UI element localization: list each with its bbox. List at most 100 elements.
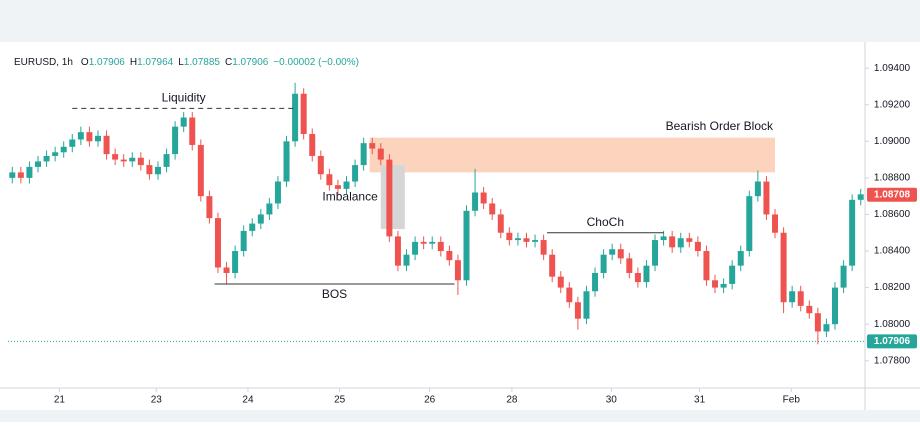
candle-body xyxy=(686,238,693,242)
candle-body xyxy=(9,172,16,178)
candle-body xyxy=(592,272,599,292)
candle-body xyxy=(712,280,719,288)
candle-body xyxy=(26,166,33,178)
candle-body xyxy=(163,154,170,167)
candle-body xyxy=(489,203,496,215)
candle-body xyxy=(514,238,521,241)
candle-body xyxy=(729,265,736,284)
candle-body xyxy=(669,236,676,248)
x-tick-label: Feb xyxy=(783,395,801,406)
field-key: O xyxy=(81,57,89,68)
candle-body xyxy=(197,144,204,197)
candle-body xyxy=(566,287,573,303)
zone xyxy=(380,165,405,230)
candle-body xyxy=(52,152,59,156)
candle-body xyxy=(77,132,84,140)
candle-body xyxy=(214,218,221,268)
candle-body xyxy=(780,232,787,303)
candle-body xyxy=(352,165,359,182)
candle-body xyxy=(112,154,119,160)
candle-body xyxy=(497,214,504,233)
candle-body xyxy=(180,117,187,127)
candle-body xyxy=(557,276,564,288)
candle-body xyxy=(523,238,530,242)
y-tick-label: 1.08400 xyxy=(874,246,911,257)
candle-body xyxy=(429,241,436,244)
candle-body xyxy=(703,251,710,281)
candle-body xyxy=(806,305,813,314)
zone-label: Bearish Order Block xyxy=(666,119,774,133)
candle-body xyxy=(626,258,633,273)
candle-body xyxy=(146,165,153,175)
candle-body xyxy=(454,260,461,281)
x-tick-label: 24 xyxy=(242,395,254,406)
header: EURUSD, 1h O1.07906 H1.07964 L1.07885 C1.079… xyxy=(14,57,359,68)
candle-body xyxy=(94,135,101,142)
candle-body xyxy=(43,155,50,162)
candle-body xyxy=(412,241,419,255)
candle-body xyxy=(754,181,761,197)
candle-body xyxy=(257,214,264,224)
candle-body xyxy=(549,254,556,277)
candle-body xyxy=(574,302,581,319)
candle-body xyxy=(737,251,744,266)
candle-body xyxy=(283,141,290,182)
candle-body xyxy=(746,196,753,252)
candle-body xyxy=(772,214,779,233)
level-label: ChoCh xyxy=(587,215,624,229)
y-tick-label: 1.09200 xyxy=(874,99,911,110)
y-tick-label: 1.08600 xyxy=(874,209,911,220)
candle-body xyxy=(129,157,136,162)
change: −0.00002 (−0.00%) xyxy=(273,57,359,68)
candle-body xyxy=(172,126,179,155)
price-badge xyxy=(867,334,917,349)
candle-body xyxy=(832,287,839,325)
candle-body xyxy=(634,272,641,283)
field-value: 1.07885 xyxy=(184,57,221,68)
y-tick-label: 1.08800 xyxy=(874,173,911,184)
candle-body xyxy=(326,174,333,186)
candle-body xyxy=(317,155,324,175)
candle-body xyxy=(532,240,539,242)
candle-body xyxy=(694,241,701,252)
candle-body xyxy=(137,157,144,166)
candle-body xyxy=(292,93,299,142)
y-tick-label: 1.09000 xyxy=(874,136,911,147)
field-key: C xyxy=(225,57,232,68)
candle-body xyxy=(120,159,127,162)
candle-body xyxy=(789,291,796,303)
candle-body xyxy=(763,181,770,215)
candle-body xyxy=(849,199,856,266)
candle-body xyxy=(69,139,76,147)
candle-body xyxy=(334,185,341,189)
candle-body xyxy=(677,238,684,248)
field-value: 1.07906 xyxy=(89,57,126,68)
candle-body xyxy=(643,265,650,283)
candle-body xyxy=(446,251,453,261)
candle-body xyxy=(369,143,376,149)
y-tick-label: 1.08000 xyxy=(874,319,911,330)
y-tick-label: 1.09400 xyxy=(874,63,911,74)
candle-body xyxy=(823,324,830,332)
symbol: EURUSD, 1h xyxy=(14,57,73,68)
candle-body xyxy=(386,159,393,237)
candle-body xyxy=(480,192,487,204)
x-tick-label: 30 xyxy=(606,395,618,406)
zone-label: Imbalance xyxy=(322,189,378,203)
candle-body xyxy=(60,146,67,153)
field-key: L xyxy=(178,57,184,68)
candle-body xyxy=(154,166,161,175)
candle-body xyxy=(223,267,230,273)
candle-body xyxy=(797,291,804,306)
header-text: EURUSD, 1h O1.07906 H1.07964 L1.07885 C1.079… xyxy=(14,57,359,68)
field-value: 1.07906 xyxy=(232,57,269,68)
x-tick-label: 21 xyxy=(54,395,66,406)
y-tick-label: 1.08200 xyxy=(874,282,911,293)
level-label: BOS xyxy=(322,287,347,301)
candle-body xyxy=(540,240,547,255)
candle-body xyxy=(240,230,247,252)
field-key: H xyxy=(130,57,137,68)
candle-body xyxy=(343,181,350,189)
candle-body xyxy=(206,196,213,219)
